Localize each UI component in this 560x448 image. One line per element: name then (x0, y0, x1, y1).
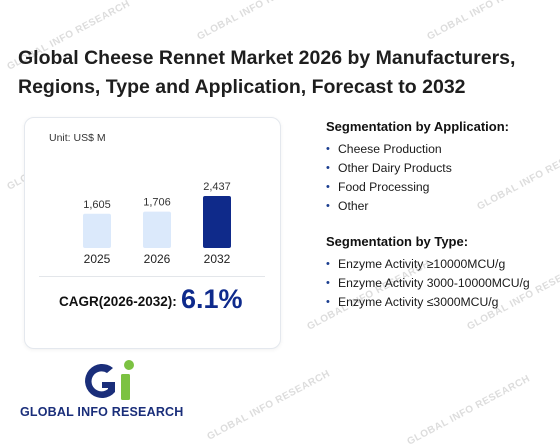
list-item: Enzyme Activity ≥10000MCU/g (326, 257, 551, 273)
watermark-text: GLOBAL INFO RESEARCH (195, 0, 323, 43)
value-label-2032: 2,437 (203, 181, 231, 193)
list-item: Cheese Production (326, 142, 551, 158)
company-logo: GLOBAL INFO RESEARCH (20, 358, 190, 424)
category-label-2025: 2025 (84, 252, 111, 266)
value-label-2025: 1,605 (83, 199, 111, 211)
list-item: Other (326, 199, 551, 215)
page-title: Global Cheese Rennet Market 2026 by Manu… (18, 47, 516, 98)
segmentation-type: Segmentation by Type: Enzyme Activity ≥1… (326, 234, 551, 314)
segmentation-type-list: Enzyme Activity ≥10000MCU/g Enzyme Activ… (326, 257, 551, 311)
segmentation-application-title: Segmentation by Application: (326, 119, 509, 134)
value-label-2026: 1,706 (143, 197, 171, 209)
segmentation-application: Segmentation by Application: Cheese Prod… (326, 119, 551, 218)
card-divider (39, 276, 265, 277)
bar-chart: 1,605 2025 1,706 2026 2,437 2032 (83, 181, 231, 266)
segmentation-application-list: Cheese Production Other Dairy Products F… (326, 142, 551, 215)
cagr-value: 6.1% (181, 284, 243, 314)
list-item: Enzyme Activity ≤3000MCU/g (326, 295, 551, 311)
bar-2025 (83, 213, 111, 248)
list-item: Other Dairy Products (326, 161, 551, 177)
category-label-2032: 2032 (204, 252, 231, 266)
bar-2026 (143, 211, 171, 248)
gi-logo-icon (85, 360, 134, 400)
list-item: Enzyme Activity 3000-10000MCU/g (326, 276, 551, 292)
bar-2032 (203, 196, 231, 248)
watermark-text: GLOBAL INFO RESEARCH (405, 373, 533, 448)
segmentation-type-title: Segmentation by Type: (326, 234, 469, 249)
logo-brand-text: GLOBAL INFO RESEARCH (20, 405, 184, 419)
cagr-label: CAGR(2026-2032): (59, 294, 177, 309)
watermark-text: GLOBAL INFO RESEARCH (425, 0, 553, 43)
category-label-2026: 2026 (144, 252, 171, 266)
market-size-card: Unit: US$ M 1,605 2025 1,706 2026 2,437 2032 … (24, 117, 281, 349)
list-item: Food Processing (326, 180, 551, 196)
unit-label: Unit: US$ M (49, 132, 106, 144)
watermark-text: GLOBAL INFO RESEARCH (205, 368, 333, 443)
